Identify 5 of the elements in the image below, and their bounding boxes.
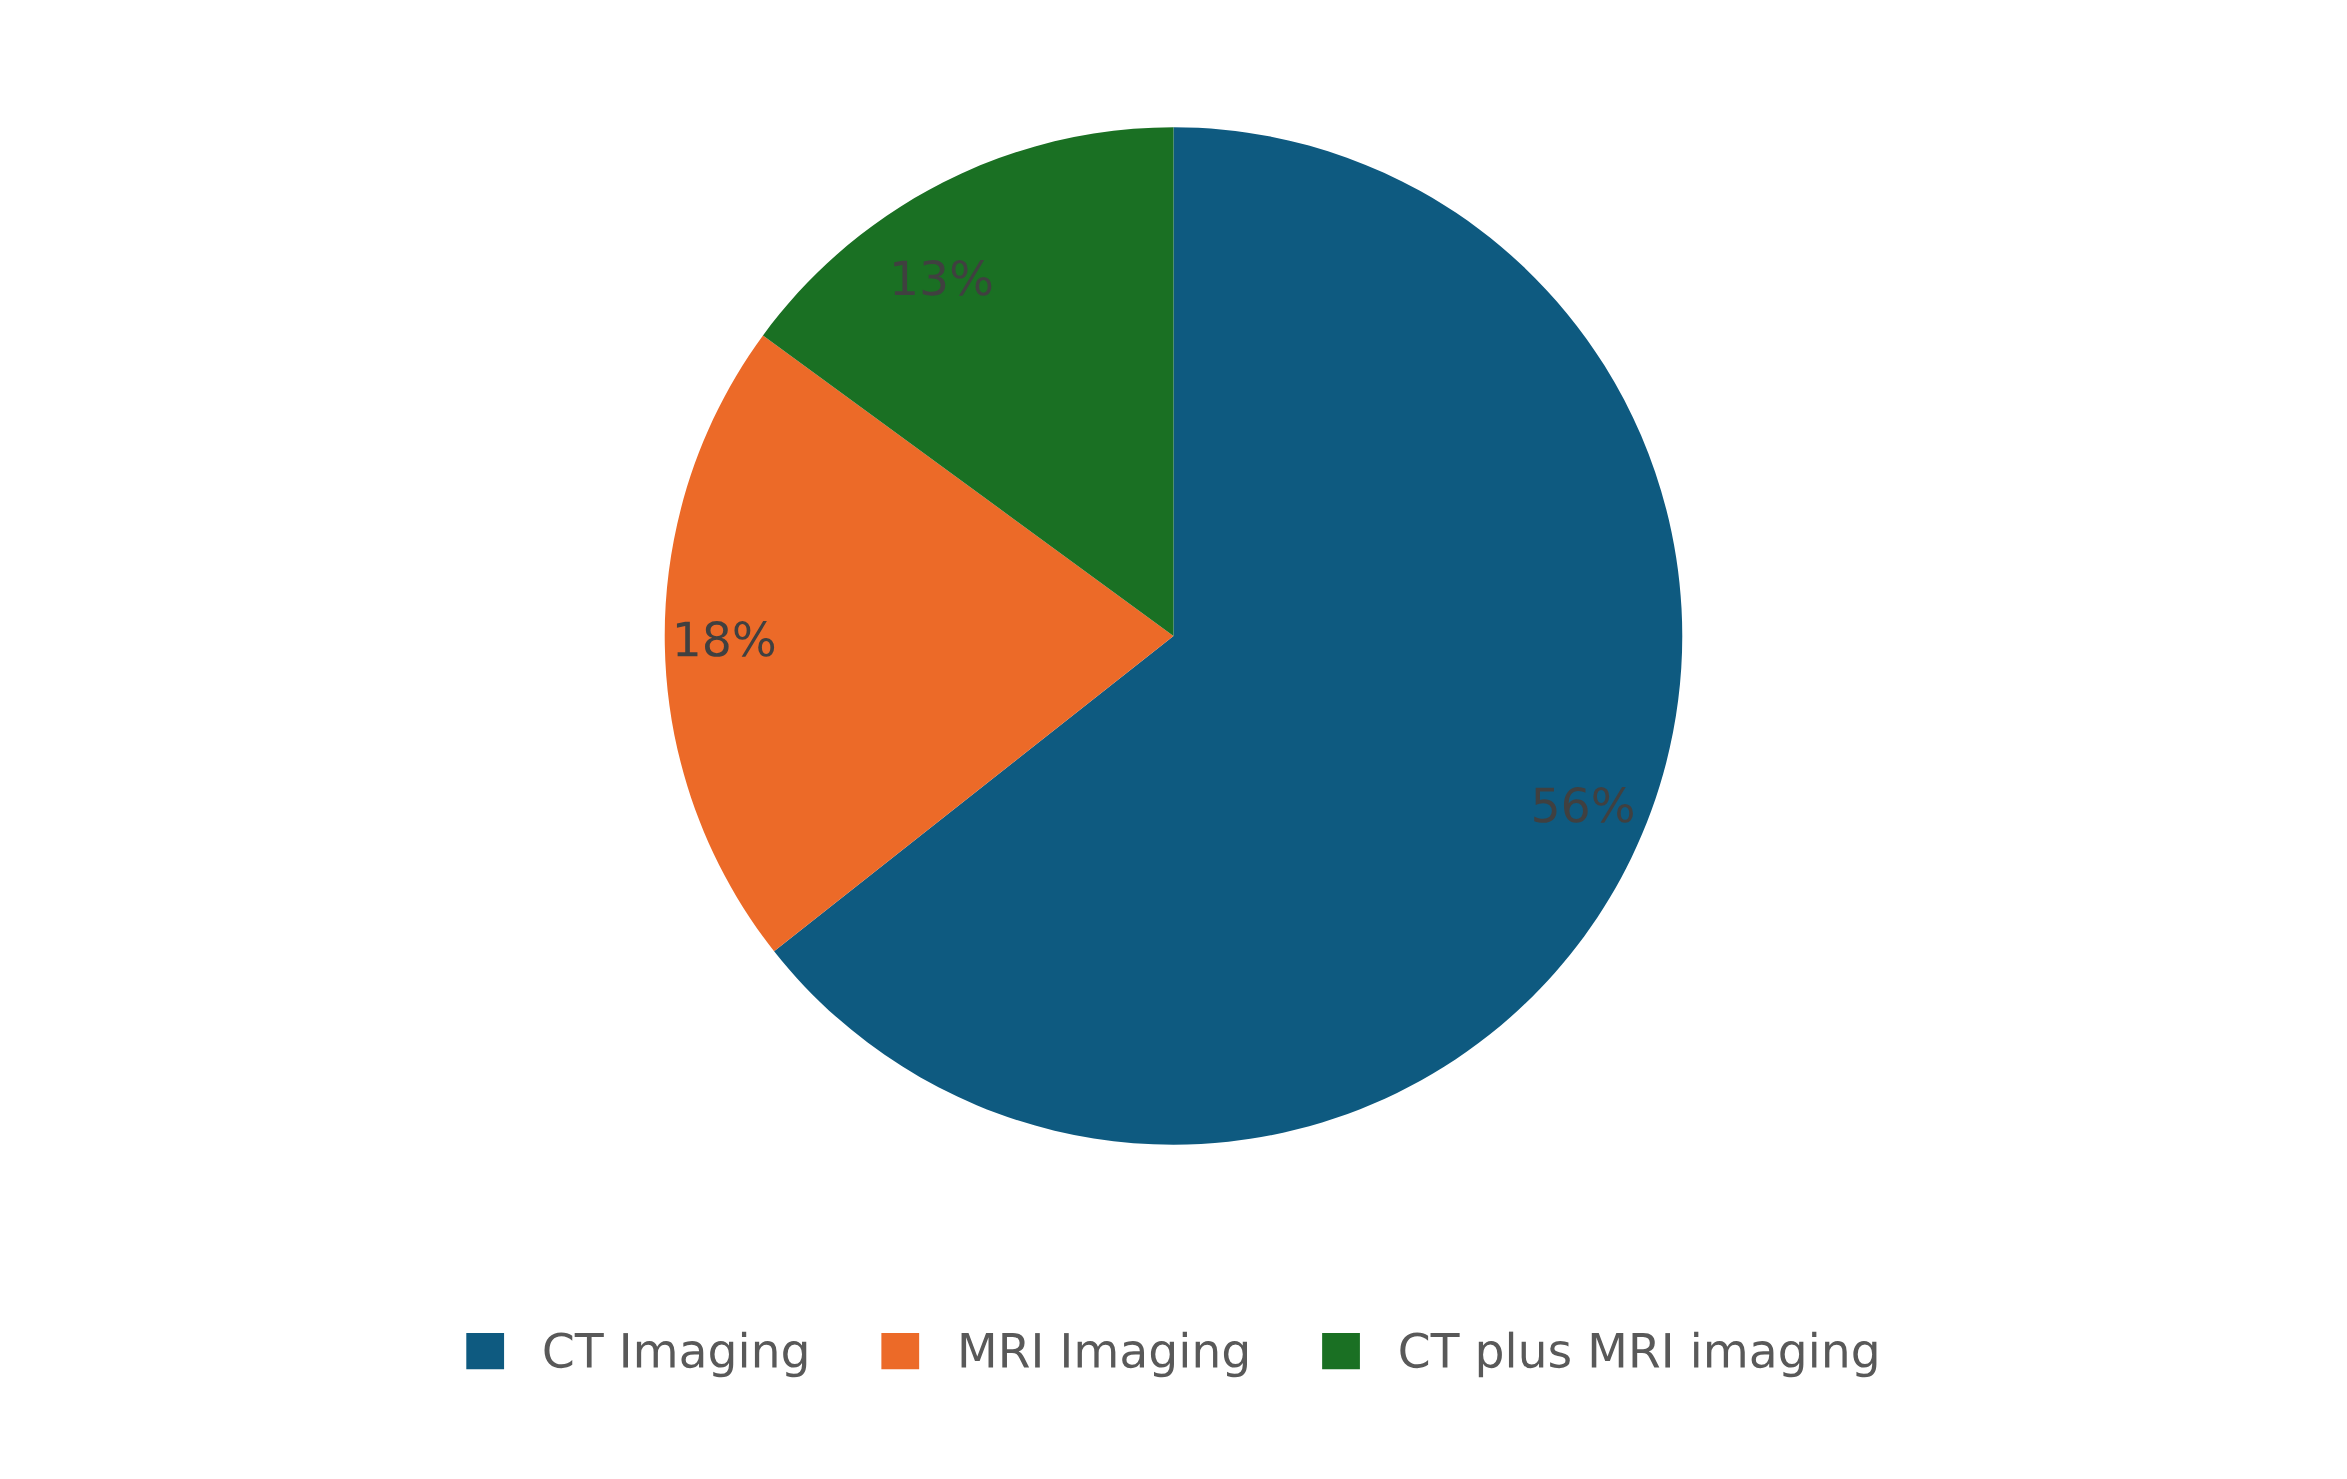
data-label: 18% [676, 621, 775, 657]
legend-label: CT plus MRI imaging [1400, 1331, 1877, 1378]
legend-label: CT Imaging [544, 1331, 807, 1378]
legend-label: MRI Imaging [961, 1331, 1247, 1378]
data-label: 56% [1534, 787, 1633, 823]
